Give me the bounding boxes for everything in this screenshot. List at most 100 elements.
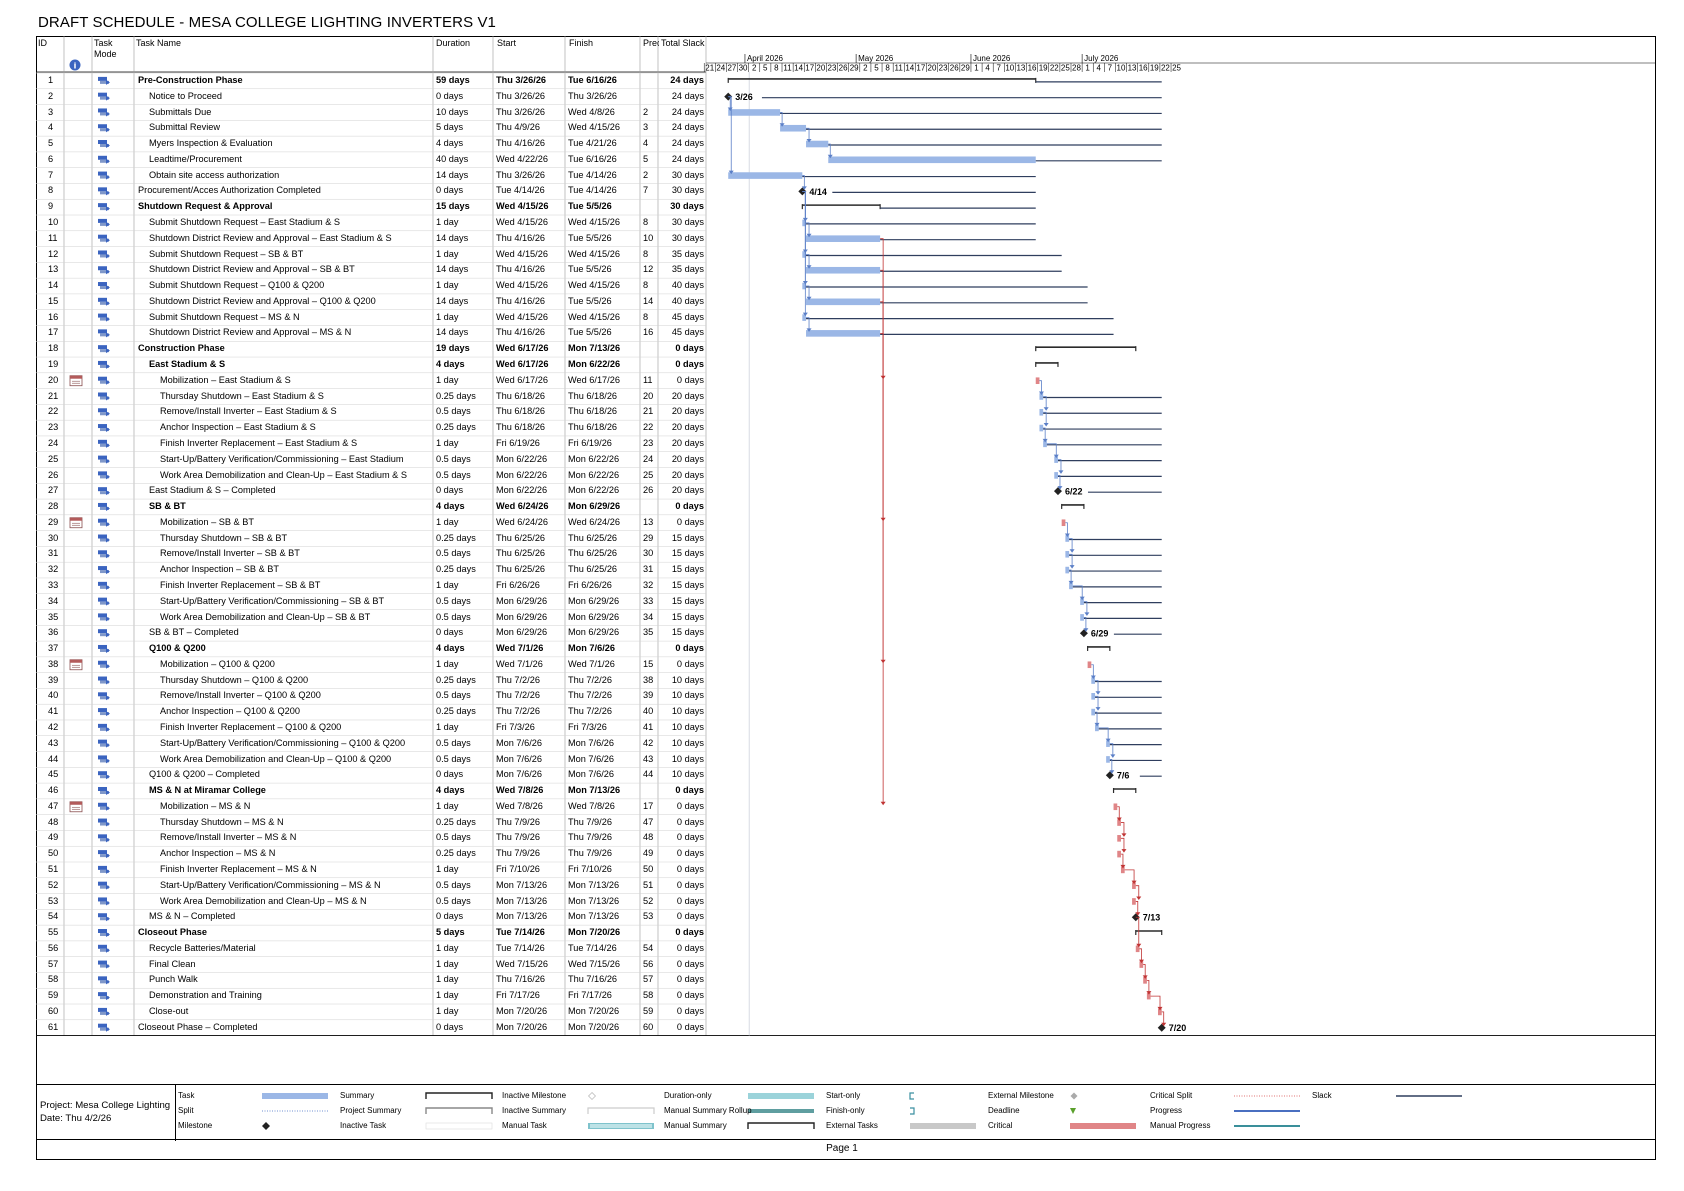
timeline-day-label: 13 (1016, 64, 1025, 73)
task-total-slack: 10 days (671, 706, 704, 717)
task-finish: Mon 6/22/26 (568, 469, 620, 480)
task-name: Mobilization – East Stadium & S (160, 374, 291, 385)
task-name: Q100 & Q200 – Completed (149, 769, 260, 780)
critical-task-bar (1113, 803, 1118, 811)
dependency-arrow (1109, 770, 1115, 774)
task-total-slack: 0 days (676, 1021, 704, 1032)
task-predecessors: 51 (643, 879, 654, 890)
task-id: 42 (48, 721, 59, 732)
task-total-slack: 0 days (675, 927, 704, 938)
auto-scheduled-icon (98, 424, 110, 433)
task-id: 20 (48, 374, 59, 385)
task-start: Mon 6/29/26 (496, 595, 548, 606)
legend-date: Date: Thu 4/2/26 (40, 1113, 112, 1124)
task-name: MS & N at Miramar College (149, 785, 266, 796)
task-duration: 40 days (436, 153, 469, 164)
dependency-link (1135, 916, 1140, 945)
task-total-slack: 10 days (671, 721, 704, 732)
task-duration: 0.25 days (436, 706, 476, 717)
task-name: Submit Shutdown Request – MS & N (149, 311, 300, 322)
task-bar (1106, 756, 1110, 763)
dependency-link (1109, 759, 1113, 772)
task-finish: Wed 7/8/26 (568, 800, 615, 811)
column-header-total-slack: Total Slack (661, 38, 705, 48)
timeline-day-label: 10 (1117, 64, 1126, 73)
task-id: 59 (48, 990, 59, 1001)
legend-symbol-inactivetask (425, 1122, 493, 1130)
dependency-link (1057, 474, 1061, 488)
task-total-slack: 10 days (671, 737, 704, 748)
task-finish: Mon 7/13/26 (568, 895, 620, 906)
auto-scheduled-icon (98, 297, 110, 306)
dependency-link (1120, 837, 1125, 851)
auto-scheduled-icon (98, 755, 110, 764)
task-finish: Thu 7/2/26 (568, 706, 612, 717)
task-name: Mobilization – Q100 & Q200 (160, 658, 275, 669)
timeline-day-label: 10 (1005, 64, 1014, 73)
task-bar (1065, 566, 1070, 574)
task-duration: 0.5 days (436, 469, 471, 480)
task-total-slack: 10 days (671, 690, 704, 701)
auto-scheduled-icon (98, 534, 110, 543)
legend-label-duronly: Duration-only (664, 1091, 712, 1100)
task-name: Shutdown District Review and Approval – … (149, 264, 355, 275)
task-duration: 1 day (436, 990, 459, 1001)
task-name: Shutdown District Review and Approval – … (149, 232, 392, 243)
dependency-arrow (806, 296, 812, 301)
timeline-day-label: 19 (1039, 64, 1048, 73)
task-total-slack: 15 days (671, 611, 704, 622)
auto-scheduled-icon (98, 692, 110, 701)
task-duration: 0.25 days (436, 564, 476, 575)
task-duration: 0.5 days (436, 548, 471, 559)
task-predecessors: 47 (643, 816, 654, 827)
task-predecessors (643, 73, 659, 89)
dependency-arrow (779, 123, 785, 127)
task-name: Start-Up/Battery Verification/Commission… (160, 595, 385, 606)
task-name: Recycle Batteries/Material (149, 942, 256, 953)
task-total-slack: 10 days (671, 753, 704, 764)
task-total-slack: 15 days (671, 532, 704, 543)
timeline-day-label: 2 (863, 64, 868, 73)
legend-symbol-deadline (1070, 1108, 1076, 1114)
task-id: 48 (48, 816, 59, 827)
task-id: 60 (48, 1006, 59, 1017)
task-start: Mon 6/29/26 (496, 627, 548, 638)
task-predecessors: 57 (643, 974, 654, 985)
auto-scheduled-icon (98, 518, 110, 527)
task-start: Thu 4/16/26 (496, 295, 546, 306)
task-start: Thu 7/9/26 (496, 832, 540, 843)
dependency-arrow (1121, 833, 1127, 837)
task-predecessors (643, 925, 659, 941)
task-id: 15 (48, 295, 59, 306)
task-name: Thursday Shutdown – SB & BT (160, 532, 288, 543)
legend-label-inactivetask: Inactive Task (340, 1121, 387, 1130)
task-predecessors: 17 (643, 800, 654, 811)
task-total-slack: 0 days (676, 958, 704, 969)
legend-label-critsplit: Critical Split (1150, 1091, 1193, 1100)
auto-scheduled-icon (98, 660, 110, 669)
milestone-label: 6/22 (1065, 487, 1083, 497)
task-finish: Wed 4/15/26 (568, 280, 620, 291)
timeline-month-label: July 2026 (1084, 54, 1119, 63)
task-finish: Wed 4/15/26 (568, 311, 620, 322)
dependency-arrow (1095, 691, 1101, 695)
task-total-slack: 40 days (671, 280, 704, 291)
task-id: 16 (48, 311, 59, 322)
task-name: Close-out (149, 1006, 189, 1017)
task-duration: 4 days (436, 359, 465, 370)
task-duration: 1 day (436, 942, 459, 953)
task-duration: 1 day (436, 958, 459, 969)
dependency-link (802, 175, 805, 188)
auto-scheduled-icon (98, 376, 110, 385)
task-start: Thu 4/16/26 (496, 232, 546, 243)
task-duration: 4 days (436, 785, 465, 796)
task-duration: 1 day (436, 437, 459, 448)
dependency-arrow (1068, 580, 1074, 585)
dependency-link (802, 190, 806, 314)
task-id: 28 (48, 501, 59, 512)
task-id: 11 (48, 232, 58, 243)
task-finish: Wed 4/15/26 (568, 122, 620, 133)
task-predecessors: 56 (643, 958, 654, 969)
task-duration: 0 days (436, 769, 464, 780)
column-header-finish: Finish (569, 38, 594, 48)
